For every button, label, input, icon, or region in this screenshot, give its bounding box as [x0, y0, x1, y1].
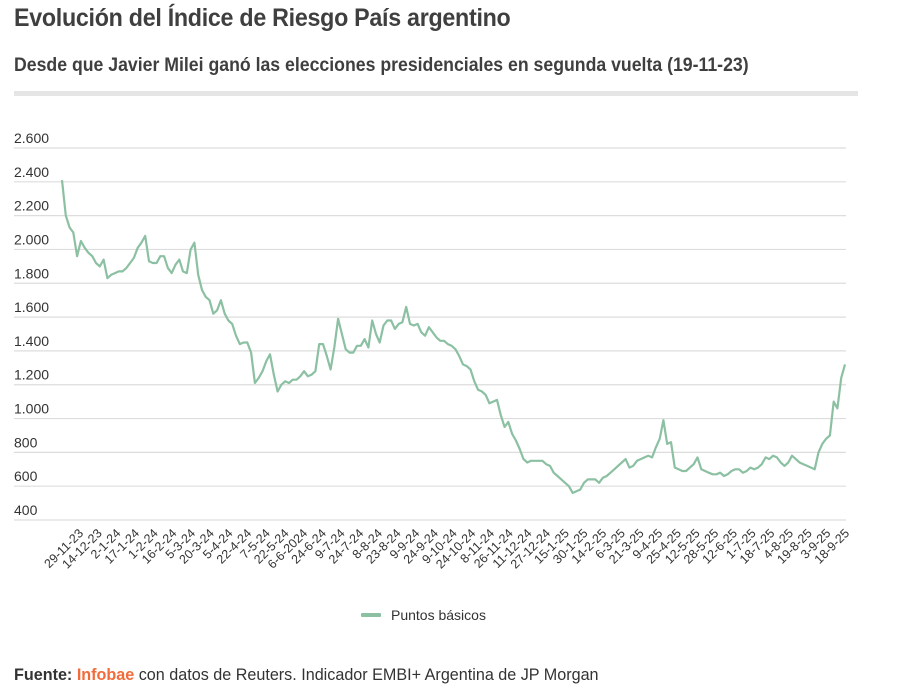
series-layer	[60, 179, 847, 494]
y-tick-label: 800	[14, 434, 38, 450]
line-chart: 400 600 800 1.000 1.200 1.400 1.600 1.800 2.000 2…	[14, 130, 852, 572]
y-tick-label: 1.200	[14, 367, 49, 383]
y-tick-label: 2.400	[14, 164, 49, 180]
source-note: Fuente: Infobae con datos de Reuters. In…	[14, 665, 599, 685]
source-text: con datos de Reuters. Indicador EMBI+ Ar…	[134, 665, 599, 684]
source-brand[interactable]: Infobae	[76, 665, 135, 684]
legend-label: Puntos básicos	[391, 607, 486, 623]
y-tick-label: 400	[14, 502, 38, 518]
y-tick-label: 2.000	[14, 231, 49, 247]
source-prefix: Fuente:	[14, 665, 73, 684]
series-line-puntos-basicos[interactable]	[60, 179, 847, 494]
legend[interactable]: Puntos básicos	[361, 607, 486, 623]
y-tick-label: 600	[14, 468, 38, 484]
y-tick-label: 1.400	[14, 333, 49, 349]
header-separator	[14, 91, 858, 96]
y-tick-label: 1.000	[14, 401, 49, 417]
gridlines	[14, 147, 846, 521]
legend-swatch	[361, 613, 381, 617]
y-tick-label: 2.600	[14, 130, 49, 146]
y-axis-ticks: 400 600 800 1.000 1.200 1.400 1.600 1.800 2.000 2…	[14, 130, 49, 518]
y-tick-label: 1.800	[14, 265, 49, 281]
chart-subtitle: Desde que Javier Milei ganó las eleccion…	[14, 55, 749, 76]
y-tick-label: 1.600	[14, 299, 49, 315]
chart-title: Evolución del Índice de Riesgo País arge…	[14, 4, 511, 32]
x-axis-ticks: 29-11-2314-12-232-1-2417-1-241-2-2416-2-…	[41, 526, 852, 571]
y-tick-label: 2.200	[14, 198, 49, 214]
